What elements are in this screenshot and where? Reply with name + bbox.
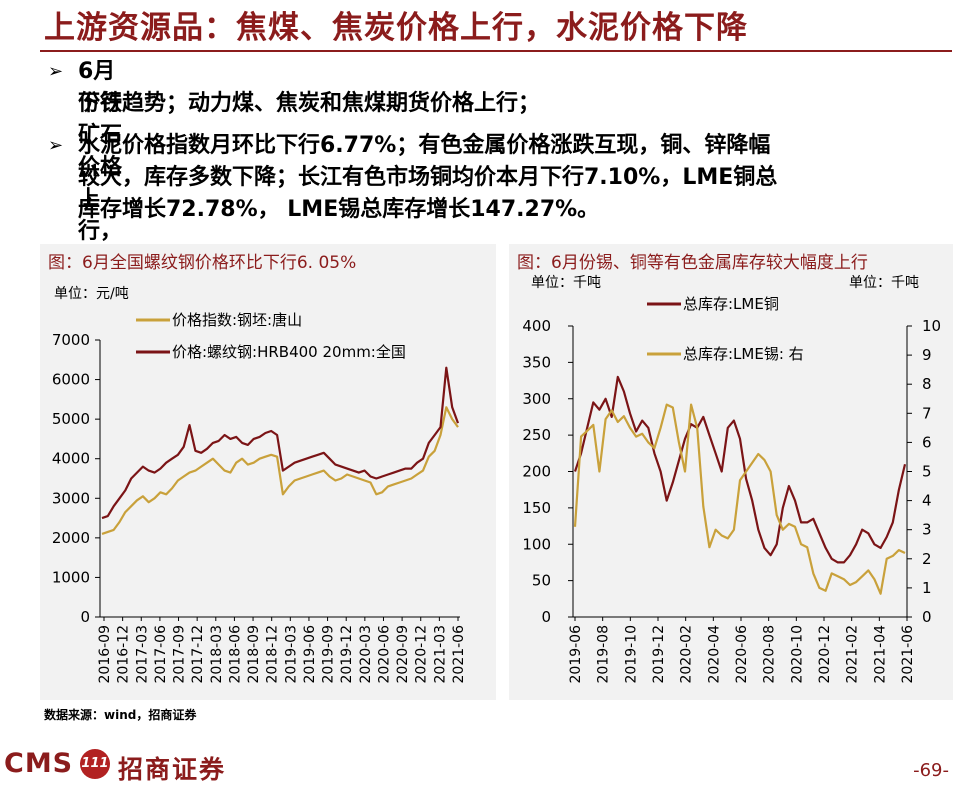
chart-panel-rebar: 图：6月全国螺纹钢价格环比下行6. 05% 单位：元/吨 0 1000 2000 30… [40, 244, 496, 700]
series-line-1 [101, 366, 460, 520]
chart-title-metals: 图：6月份锡、铜等有色金属库存较大幅度上行 [517, 253, 868, 273]
x-tick-label: 2020-06 [734, 625, 750, 684]
x-tick-label: 2020-09 [395, 625, 411, 684]
page-number: -69- [913, 760, 949, 781]
x-tick-label: 2020-03 [358, 625, 374, 684]
y-tick-label-left: 200 [522, 463, 551, 481]
y-tick-label-left: 350 [522, 353, 551, 371]
x-tick-label: 2019-12 [651, 625, 667, 684]
y-tick-label-left: 50 [532, 572, 551, 590]
y-tick-label-right: 1 [922, 579, 932, 597]
y-tick-label-left: 100 [522, 535, 551, 553]
x-tick-label: 2020-06 [376, 625, 392, 684]
x-tick-label: 2018-12 [265, 625, 281, 684]
unit-label-left: 单位：千吨 [531, 275, 601, 291]
y-tick-label-right: 2 [922, 550, 932, 568]
title-divider [40, 50, 952, 52]
x-tick-label: 2020-12 [817, 625, 833, 684]
bullet-2-line-2: 较大，库存多数下降；长江有色市场铜均价本月下行7.10%，LME铜总 [78, 165, 778, 190]
x-tick-label: 2021-04 [872, 625, 888, 684]
x-tick-label: 2020-10 [789, 625, 805, 684]
y-tick-label-left: 150 [522, 499, 551, 517]
page-title: 上游资源品：焦煤、焦炭价格上行，水泥价格下降 [44, 10, 748, 46]
x-tick-label: 2021-06 [900, 625, 916, 684]
source-note: 数据来源：wind，招商证券 [44, 708, 197, 722]
x-tick-label: 2018-09 [246, 625, 262, 684]
y-tick-label-right: 10 [922, 317, 941, 335]
x-tick-label: 2019-06 [568, 625, 584, 684]
legend-label-0: 价格指数:钢坯:唐山 [172, 311, 302, 329]
logo-company-name: 招商证券 [118, 755, 227, 784]
series-line-0 [101, 406, 459, 535]
x-tick-label: 2017-09 [172, 625, 188, 684]
y-tick-label-right: 4 [922, 492, 932, 510]
legend-label-1: 价格:螺纹钢:HRB400 20mm:全国 [172, 343, 406, 361]
x-tick-label: 2021-03 [432, 625, 448, 684]
chart-panel-metals: 图：6月份锡、铜等有色金属库存较大幅度上行 单位：千吨 单位：千吨 0 50 100… [509, 244, 953, 700]
x-tick-label: 2017-12 [190, 625, 206, 684]
unit-label-right: 单位：千吨 [849, 275, 919, 291]
x-tick-label: 2018-03 [209, 625, 225, 684]
y-tick-label: 0 [80, 608, 90, 626]
x-tick-label: 2019-06 [302, 625, 318, 684]
chart-metals: 0 50 100 150 200 250 300 350 400 0 1 2 3 4 5 6 7 8 9 10 2019… [522, 295, 941, 684]
x-tick-label: 2016-12 [116, 625, 132, 684]
x-tick-label: 2019-03 [283, 625, 299, 684]
x-tick-label: 2021-02 [845, 625, 861, 684]
x-tick-label: 2019-12 [339, 625, 355, 684]
legend-label-1: 总库存:LME锡: 右 [683, 345, 804, 363]
x-tick-label: 2017-03 [134, 625, 150, 684]
y-tick-label: 3000 [52, 489, 90, 507]
x-tick-label: 2017-06 [153, 625, 169, 684]
x-tick-label: 2020-04 [706, 625, 722, 684]
x-tick-label: 2019-09 [321, 625, 337, 684]
y-tick-label: 5000 [52, 410, 90, 428]
x-tick-label: 2019-10 [623, 625, 639, 684]
chart-rebar: 0 1000 2000 3000 4000 5000 6000 7000 2016-09 2016… [52, 311, 467, 684]
y-tick-label-left: 0 [541, 608, 551, 626]
x-tick-label: 2019-08 [596, 625, 612, 684]
y-tick-label-right: 6 [922, 433, 932, 451]
y-tick-label-right: 5 [922, 463, 932, 481]
bullet-2-line-1: 水泥价格指数月环比下行6.77%；有色金属价格涨跌互现，铜、锌降幅 [78, 133, 771, 158]
y-tick-label: 2000 [52, 529, 90, 547]
bullet-1-line-2: 下行趋势；动力煤、焦炭和焦煤期货价格上行； [78, 91, 541, 116]
bullet-arrow-icon: ➢ [48, 135, 64, 156]
y-tick-label-right: 8 [922, 375, 932, 393]
x-tick-label: 2016-09 [97, 625, 113, 684]
logo-badge-icon: 111 [80, 749, 110, 779]
chart-title-rebar: 图：6月全国螺纹钢价格环比下行6. 05% [48, 253, 357, 273]
y-tick-label-right: 7 [922, 404, 932, 422]
logo-cms: CMS [4, 748, 74, 779]
y-tick-label-left: 250 [522, 426, 551, 444]
x-tick-label: 2020-12 [414, 625, 430, 684]
y-tick-label: 1000 [52, 568, 90, 586]
series-line-1 [573, 403, 906, 595]
y-tick-label: 7000 [52, 331, 90, 349]
legend-label-0: 总库存:LME铜 [683, 295, 779, 313]
x-tick-label: 2020-08 [762, 625, 778, 684]
series-line-0 [573, 375, 907, 564]
x-tick-label: 2020-02 [679, 625, 695, 684]
y-tick-label-left: 300 [522, 390, 551, 408]
x-tick-label: 2018-06 [227, 625, 243, 684]
y-tick-label-right: 9 [922, 346, 932, 364]
y-tick-label-right: 0 [922, 608, 932, 626]
x-tick-label: 2021-06 [451, 625, 467, 684]
y-tick-label-left: 400 [522, 317, 551, 335]
y-tick-label: 4000 [52, 450, 90, 468]
y-tick-label: 6000 [52, 371, 90, 389]
bullet-2-line-3: 库存增长72.78%， LME锡总库存增长147.27%。 [78, 197, 600, 222]
unit-label-left: 单位：元/吨 [54, 286, 129, 302]
y-tick-label-right: 3 [922, 521, 932, 539]
bullet-arrow-icon: ➢ [48, 61, 64, 82]
